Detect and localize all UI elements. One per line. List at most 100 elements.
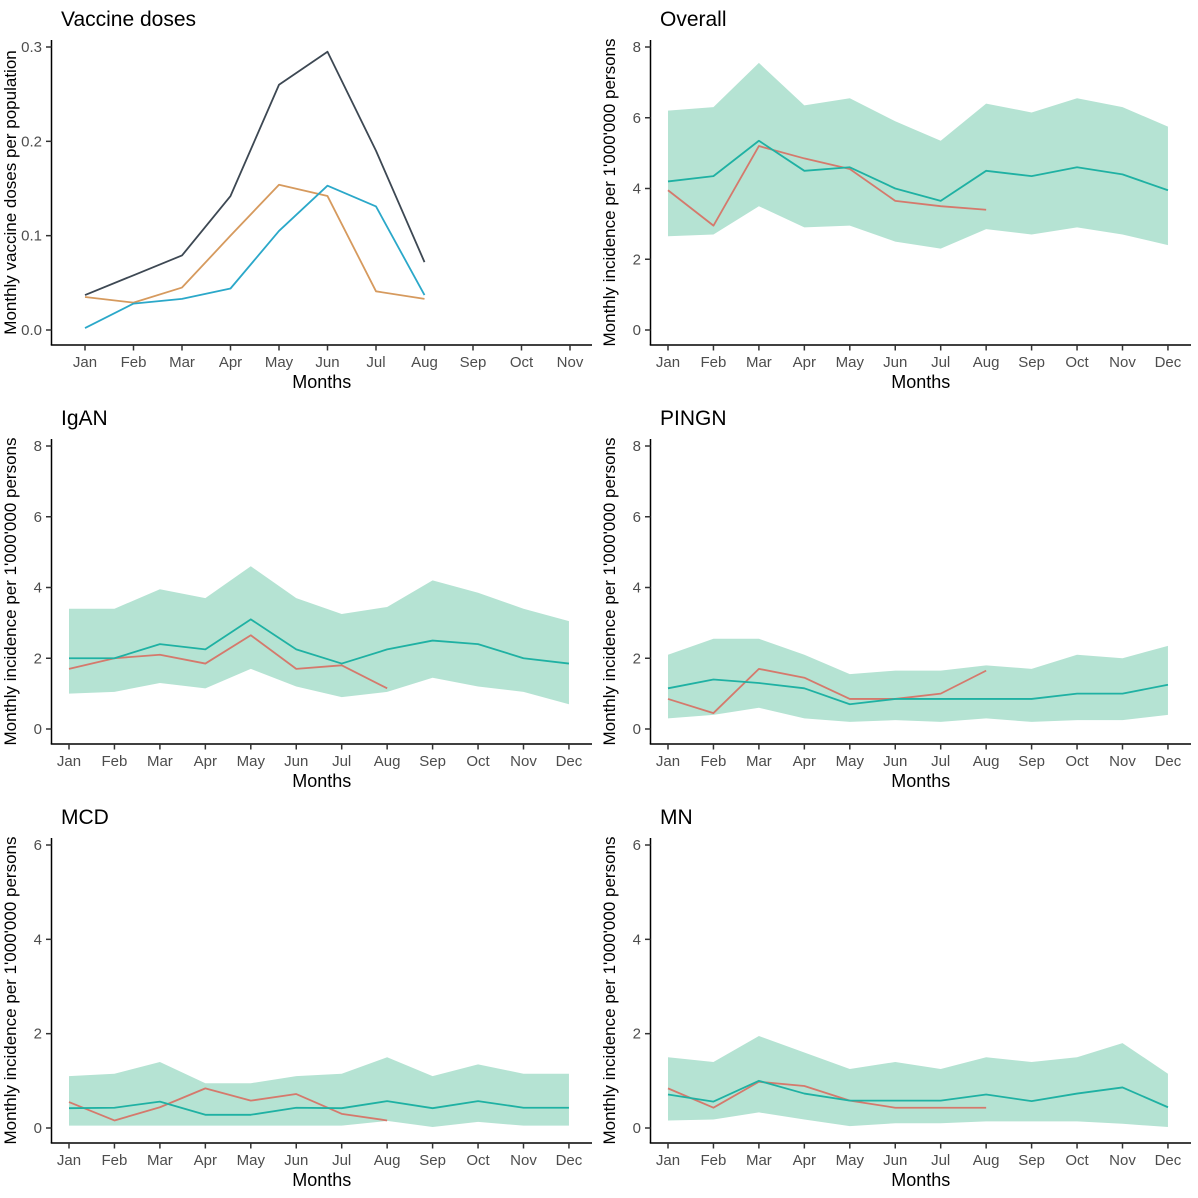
x-tick-label: Nov — [1109, 354, 1136, 371]
x-tick-label: Dec — [556, 753, 583, 770]
x-tick-label: Sep — [419, 753, 446, 770]
x-tick-label: Jun — [883, 354, 907, 371]
chart-vaccine-doses: 0.0 0.1 0.2 0.3 Jan Feb Mar Apr May Jun Jul Aug Sep O… — [1, 39, 592, 392]
panel-title-mcd: MCD — [61, 806, 109, 829]
y-tick-label: 4 — [633, 181, 641, 198]
x-tick-label: Dec — [556, 1152, 583, 1169]
x-tick-label: Mar — [746, 1152, 772, 1169]
x-tick-label: May — [836, 753, 865, 770]
x-tick-label: Jan — [73, 354, 97, 371]
x-tick-label: Nov — [510, 1152, 537, 1169]
x-tick-label: May — [836, 354, 865, 371]
x-tick-label: Jan — [656, 753, 680, 770]
x-tick-label: Jun — [284, 1152, 308, 1169]
x-tick-label: Apr — [793, 1152, 816, 1169]
x-tick-label: Oct — [510, 354, 534, 371]
x-tick-label: Aug — [973, 753, 1000, 770]
y-axis-title: Monthly incidence per 1'000'000 persons — [1, 837, 20, 1145]
x-tick-label: Aug — [973, 1152, 1000, 1169]
red-line — [68, 1087, 388, 1122]
y-tick-label: 0 — [633, 721, 641, 738]
y-tick-label: 6 — [34, 837, 42, 854]
x-tick-label: Sep — [1018, 354, 1045, 371]
x-tick-label: May — [237, 1152, 266, 1169]
x-tick-label: Jan — [656, 354, 680, 371]
x-tick-label: Jun — [315, 354, 339, 371]
confidence-ribbon — [69, 566, 569, 705]
chart-pingn: 0 2 4 6 8 Jan Feb Mar Apr May Jun Jul Aug Sep Oct Nov De… — [600, 438, 1191, 791]
y-tick-label: 0.1 — [21, 228, 42, 245]
red-line — [68, 634, 388, 690]
panel-title-igan: IgAN — [61, 407, 108, 430]
orange-line — [84, 183, 425, 304]
confidence-ribbon — [668, 638, 1168, 722]
x-tick-label: Apr — [793, 753, 816, 770]
x-tick-label: Oct — [466, 753, 490, 770]
chart-overall: 0 2 4 6 8 Jan Feb Mar Apr May Jun Jul Aug Sep Oct Nov De… — [600, 39, 1191, 392]
teal-line — [68, 1100, 569, 1116]
y-axis-title: Monthly incidence per 1'000'000 persons — [600, 39, 619, 347]
confidence-ribbon — [668, 1036, 1168, 1128]
x-tick-label: Feb — [121, 354, 147, 371]
x-tick-label: Sep — [1018, 1152, 1045, 1169]
teal-line — [667, 678, 1169, 706]
y-tick-label: 0.0 — [21, 322, 42, 339]
y-tick-label: 0 — [633, 322, 641, 339]
x-tick-label: Jul — [332, 753, 351, 770]
panel-title-overall: Overall — [660, 8, 727, 31]
panel-vaccine-doses: Vaccine doses 0.0 0.1 0.2 0.3 Jan Feb Mar Apr Ma… — [0, 0, 599, 399]
panel-igan: IgAN 0 2 4 6 8 Jan Feb Mar Apr May Jun Jul Aug Sep Oct… — [0, 399, 599, 798]
y-tick-label: 4 — [633, 931, 641, 948]
x-tick-label: Nov — [1109, 1152, 1136, 1169]
x-tick-label: Dec — [1155, 354, 1182, 371]
blue-line — [84, 184, 426, 329]
x-tick-label: Jan — [57, 1152, 81, 1169]
x-tick-label: Sep — [419, 1152, 446, 1169]
x-tick-label: Apr — [194, 753, 217, 770]
x-tick-label: Jun — [284, 753, 308, 770]
y-axis-title: Monthly incidence per 1'000'000 persons — [1, 438, 20, 746]
y-axis-title: Monthly incidence per 1'000'000 persons — [600, 438, 619, 746]
x-tick-label: Nov — [557, 354, 584, 371]
red-line — [667, 145, 987, 227]
x-tick-label: Apr — [793, 354, 816, 371]
y-tick-label: 2 — [633, 1026, 641, 1043]
teal-line — [667, 1079, 1169, 1109]
x-tick-label: Nov — [510, 753, 537, 770]
y-tick-label: 4 — [34, 580, 42, 597]
y-tick-label: 2 — [633, 650, 641, 667]
x-tick-label: Jul — [931, 753, 950, 770]
y-tick-label: 0.3 — [21, 39, 42, 56]
chart-igan: 0 2 4 6 8 Jan Feb Mar Apr May Jun Jul Aug Sep Oct Nov De… — [1, 438, 592, 791]
panel-pingn: PINGN 0 2 4 6 8 Jan Feb Mar Apr May Jun Jul Aug Sep Oc… — [599, 399, 1198, 798]
x-tick-label: Mar — [746, 753, 772, 770]
panel-title-mn: MN — [660, 806, 693, 829]
chart-mn: 0 2 4 6 Jan Feb Mar Apr May Jun Jul Aug Sep Oct Nov Dec… — [600, 837, 1191, 1190]
x-tick-label: Feb — [701, 753, 727, 770]
y-tick-label: 6 — [633, 837, 641, 854]
panel-mcd: MCD 0 2 4 6 Jan Feb Mar Apr May Jun Jul Aug Sep Oct No… — [0, 798, 599, 1198]
x-tick-label: Jul — [332, 1152, 351, 1169]
teal-line — [667, 139, 1169, 202]
x-tick-label: Feb — [102, 753, 128, 770]
x-tick-label: Aug — [374, 1152, 401, 1169]
y-tick-label: 0 — [633, 1120, 641, 1137]
y-tick-label: 6 — [633, 509, 641, 526]
x-tick-label: Oct — [1065, 753, 1089, 770]
x-axis-title: Months — [891, 1170, 950, 1190]
red-line — [667, 1080, 987, 1109]
panel-mn: MN 0 2 4 6 Jan Feb Mar Apr May Jun Jul Aug Sep Oct Nov… — [599, 798, 1198, 1198]
y-axis-title: Monthly vaccine doses per population — [1, 50, 20, 334]
x-tick-label: Oct — [466, 1152, 490, 1169]
chart-mcd: 0 2 4 6 Jan Feb Mar Apr May Jun Jul Aug Sep Oct Nov Dec… — [1, 837, 592, 1190]
teal-line — [69, 618, 570, 665]
x-tick-label: Apr — [219, 354, 242, 371]
x-tick-label: Mar — [147, 1152, 173, 1169]
x-tick-label: Aug — [411, 354, 438, 371]
panel-overall: Overall 0 2 4 6 8 Jan Feb Mar Apr May Jun Jul Aug Sep… — [599, 0, 1198, 399]
x-tick-label: Jun — [883, 1152, 907, 1169]
x-tick-label: Dec — [1155, 753, 1182, 770]
x-tick-label: Jul — [931, 354, 950, 371]
x-tick-label: Oct — [1065, 1152, 1089, 1169]
